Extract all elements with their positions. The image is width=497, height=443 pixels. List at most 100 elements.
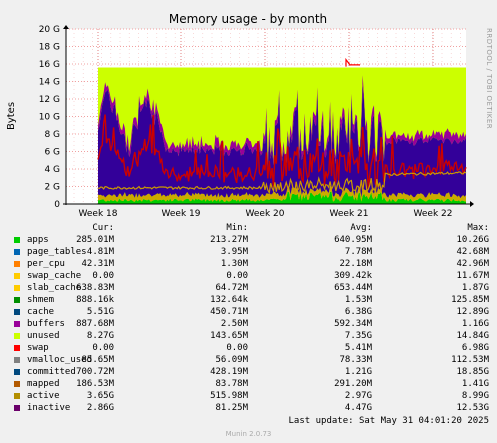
legend-avg: 6.38G: [344, 307, 372, 317]
legend-cur: 3.65G: [86, 391, 114, 401]
legend-cur: 285.01M: [76, 235, 114, 245]
legend-swatch: [14, 261, 20, 267]
legend-swatch: [14, 357, 20, 363]
chart: 0 2 G 4 G 6 G 8 G 10 G 12 G 14 G 16 G 18 G 20 G We…: [6, 12, 493, 219]
legend-row-per-cpu: per_cpu 42.31M 1.30M 22.18M 42.96M: [0, 258, 497, 270]
legend-name: mapped: [27, 379, 60, 389]
rrdtool-credit: RRDTOOL / TOBI OETIKER: [485, 28, 493, 129]
legend-avg: 309.42k: [334, 271, 372, 281]
legend-avg: 653.44M: [334, 283, 372, 293]
legend-swatch: [14, 285, 20, 291]
legend-swatch: [14, 393, 20, 399]
header-avg: Avg:: [350, 223, 372, 233]
legend-max: 1.87G: [461, 283, 489, 293]
legend-swatch: [14, 273, 20, 279]
header-cur: Cur:: [92, 223, 114, 233]
legend-name: unused: [27, 331, 60, 341]
legend-cur: 887.68M: [76, 319, 114, 329]
legend-swatch: [14, 309, 20, 315]
legend-min: 213.27M: [210, 235, 248, 245]
legend-min: 515.98M: [210, 391, 248, 401]
slab-cache-area: [98, 185, 466, 202]
munin-version: Munin 2.0.73: [225, 430, 272, 438]
legend-cur: 0.00: [92, 271, 114, 281]
legend-min: 143.65M: [210, 331, 248, 341]
legend-name: swap_cache: [27, 271, 82, 281]
legend-max: 125.85M: [451, 295, 489, 305]
legend-row-swap-cache: swap_cache 0.00 0.00 309.42k 11.67M: [0, 270, 497, 282]
legend-name: page_tables: [27, 247, 87, 257]
legend-name: buffers: [27, 319, 65, 329]
legend-swatch: [14, 249, 20, 255]
legend-name: per_cpu: [27, 259, 65, 269]
legend-avg: 22.18M: [339, 259, 372, 269]
legend-swatch: [14, 381, 20, 387]
legend-avg: 1.21G: [344, 367, 372, 377]
legend-min: 3.95M: [220, 247, 248, 257]
legend-max: 18.85G: [456, 367, 489, 377]
legend-avg: 291.20M: [334, 379, 372, 389]
legend-row-shmem: shmem 888.16k 132.64k 1.53M 125.85M: [0, 294, 497, 306]
last-update: Last update: Sat May 31 04:01:20 2025: [288, 416, 489, 426]
legend-max: 12.89G: [456, 307, 489, 317]
legend-swatch: [14, 369, 20, 375]
legend-cur: 186.53M: [76, 379, 114, 389]
header-max: Max:: [467, 223, 489, 233]
legend-cur: 8.27G: [86, 331, 114, 341]
legend-cur: 888.16k: [76, 295, 114, 305]
y-tick-label: 14 G: [39, 78, 60, 88]
legend-row-apps: apps 285.01M 213.27M 640.95M 10.26G: [0, 234, 497, 246]
legend-max: 6.98G: [461, 343, 489, 353]
legend-cur: 85.65M: [81, 355, 114, 365]
legend-min: 56.09M: [215, 355, 248, 365]
legend-row-inactive: inactive 2.86G 81.25M 4.47G 12.53G: [0, 402, 497, 414]
legend-name: cache: [27, 307, 55, 317]
legend-row-mapped: mapped 186.53M 83.78M 291.20M 1.41G: [0, 378, 497, 390]
legend-min: 2.50M: [220, 319, 248, 329]
y-tick-label: 20 G: [39, 25, 60, 35]
y-tick-label: 2 G: [44, 183, 60, 193]
legend-min: 0.00: [226, 271, 248, 281]
legend-name: swap: [27, 343, 49, 353]
legend-avg: 592.34M: [334, 319, 372, 329]
x-tick-label: Week 22: [414, 209, 453, 219]
y-tick-label: 8 G: [44, 130, 60, 140]
legend-max: 112.53M: [451, 355, 489, 365]
y-axis-ticks: 0 2 G 4 G 6 G 8 G 10 G 12 G 14 G 16 G 18 G 20 G: [39, 25, 61, 210]
legend-swatch: [14, 345, 20, 351]
y-tick-label: 10 G: [39, 113, 60, 123]
legend-max: 1.41G: [461, 379, 489, 389]
legend-avg: 1.53M: [344, 295, 372, 305]
legend-swatch: [14, 297, 20, 303]
legend-swatch: [14, 237, 20, 243]
legend-max: 12.53G: [456, 403, 489, 413]
x-axis-ticks: Week 18 Week 19 Week 20 Week 21 Week 22: [79, 209, 453, 219]
legend-max: 14.84G: [456, 331, 489, 341]
legend-min: 450.71M: [210, 307, 248, 317]
legend-avg: 2.97G: [344, 391, 372, 401]
legend-swatch: [14, 321, 20, 327]
legend-row-unused: unused 8.27G 143.65M 7.35G 14.84G: [0, 330, 497, 342]
legend-name: committed: [27, 367, 76, 377]
legend-avg: 7.78M: [344, 247, 372, 257]
x-axis-arrow: [470, 201, 474, 207]
legend-row-vmalloc-used: vmalloc_used 85.65M 56.09M 78.33M 112.53M: [0, 354, 497, 366]
chart-title: Memory usage - by month: [169, 12, 327, 26]
x-tick-label: Week 18: [79, 209, 118, 219]
x-tick-label: Week 19: [162, 209, 201, 219]
legend-avg: 5.41M: [344, 343, 372, 353]
legend-min: 428.19M: [210, 367, 248, 377]
x-tick-label: Week 21: [330, 209, 369, 219]
legend-name: apps: [27, 235, 49, 245]
y-tick-label: 18 G: [39, 43, 60, 53]
legend-max: 11.67M: [456, 271, 489, 281]
legend-avg: 4.47G: [344, 403, 372, 413]
legend-row-swap: swap 0.00 0.00 5.41M 6.98G: [0, 342, 497, 354]
legend-cur: 5.51G: [86, 307, 114, 317]
legend-max: 8.99G: [461, 391, 489, 401]
legend-max: 42.68M: [456, 247, 489, 257]
y-axis-label: Bytes: [6, 102, 17, 130]
legend-cur: 700.72M: [76, 367, 114, 377]
legend-name: slab_cache: [27, 283, 82, 293]
y-axis-arrow: [63, 25, 69, 29]
